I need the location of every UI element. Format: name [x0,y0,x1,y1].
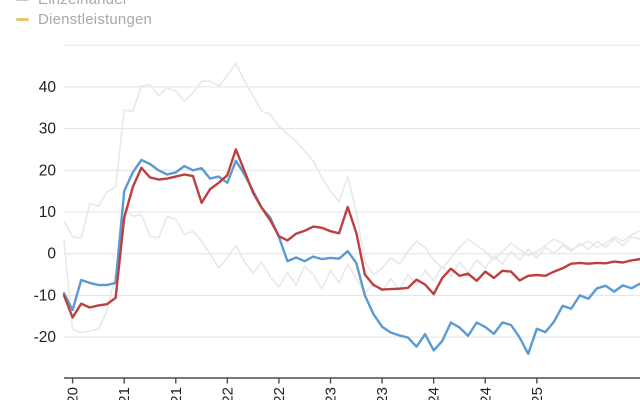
x-axis-tick-label: Jan 25 [529,387,546,400]
x-axis-tick-label: Jul 21 [168,387,185,400]
legend-label-dienstleistungen: Dienstleistungen [38,10,153,28]
x-axis-tick-label: Jan 21 [116,387,133,400]
chart-legend: Einzelhandel Dienstleistungen [16,0,152,29]
x-axis-tick-label: Jul 22 [271,387,288,400]
series-line-dienstleistungen [63,62,640,276]
y-axis-tick-label: 0 [47,246,56,263]
series-line-blue-series [62,158,640,355]
x-axis-tick-label: Jul 24 [477,387,494,400]
legend-dash-icon [16,0,29,1]
series-line-red-series [62,148,640,319]
y-axis-tick-label: -10 [34,287,57,304]
y-axis-tick-label: 20 [39,162,57,179]
legend-item-einzelhandel[interactable]: Einzelhandel [16,0,152,9]
series-line-einzelhandel [63,207,640,334]
legend-item-dienstleistungen[interactable]: Dienstleistungen [16,9,152,29]
x-axis-tick-label: Jan 24 [426,387,443,400]
x-axis-tick-label: Jan 22 [219,387,236,400]
y-axis-tick-label: -20 [34,329,57,346]
x-axis-tick-label: Jan 23 [323,387,340,400]
y-axis-tick-label: 10 [39,204,57,221]
x-axis-tick-label: Jul 23 [374,387,391,400]
x-axis-tick-label: Jul 20 [65,387,82,400]
y-axis-tick-label: 30 [39,121,57,138]
legend-label-einzelhandel: Einzelhandel [38,0,126,8]
y-axis-tick-label: 40 [39,79,57,96]
legend-dash-icon [16,17,29,21]
